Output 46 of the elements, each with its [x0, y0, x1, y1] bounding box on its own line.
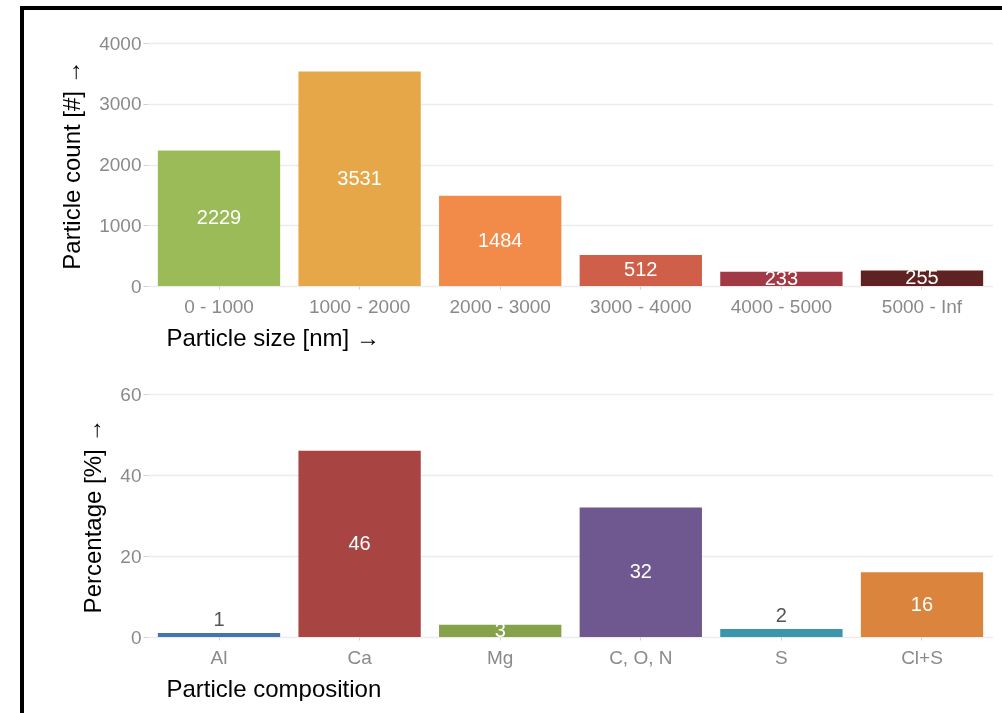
x-tick-label: 5000 - Inf	[881, 295, 963, 317]
y-tick-label: 3000	[99, 93, 142, 115]
x-tick-label: Mg	[487, 646, 514, 668]
data-label: 233	[764, 266, 799, 289]
y-tick-label: 60	[120, 383, 142, 405]
data-label: 16	[910, 592, 934, 615]
bar	[157, 632, 281, 637]
bar	[579, 507, 702, 637]
x-tick-label: 0 - 1000	[184, 295, 254, 317]
bar	[298, 450, 421, 637]
x-tick-label: 3000 - 4000	[590, 295, 692, 317]
data-label: 3531	[337, 166, 382, 189]
x-tick-label: 2000 - 3000	[449, 295, 551, 317]
x-tick-label: Cl+S	[901, 646, 943, 668]
bar	[157, 150, 281, 286]
x-tick-label: Al	[210, 646, 228, 668]
data-label: 46	[348, 531, 371, 554]
y-tick-label: 0	[130, 275, 142, 297]
y-tick-label: 1000	[99, 214, 142, 236]
x-tick-label: C, O, N	[609, 646, 673, 668]
data-label: 2229	[196, 206, 242, 229]
y-tick-label: 4000	[99, 32, 142, 54]
y-axis-title: Percentage [%] →	[79, 418, 107, 614]
y-tick-label: 0	[130, 626, 142, 648]
x-tick-label: 4000 - 5000	[730, 295, 833, 317]
bar	[579, 254, 702, 286]
bar	[860, 572, 984, 637]
x-axis-title: Particle size [nm] →	[166, 323, 380, 351]
data-label: 2	[775, 603, 787, 626]
y-tick-label: 20	[120, 545, 142, 567]
y-tick-label: 40	[120, 464, 142, 486]
y-axis-title: Particle count [#] →	[58, 60, 86, 270]
data-label: 512	[624, 258, 658, 281]
bar	[298, 71, 421, 286]
data-label: 32	[629, 560, 652, 583]
bar	[439, 624, 562, 637]
bar	[439, 195, 562, 286]
x-tick-label: Ca	[347, 646, 373, 668]
data-label: 255	[905, 266, 939, 289]
data-label: 1	[213, 607, 225, 630]
data-label: 1484	[477, 228, 523, 251]
x-tick-label: S	[775, 646, 788, 668]
bar	[720, 628, 843, 637]
x-axis-title: Particle composition	[166, 674, 382, 702]
y-tick-label: 2000	[99, 154, 142, 175]
x-tick-label: 1000 - 2000	[308, 295, 411, 317]
